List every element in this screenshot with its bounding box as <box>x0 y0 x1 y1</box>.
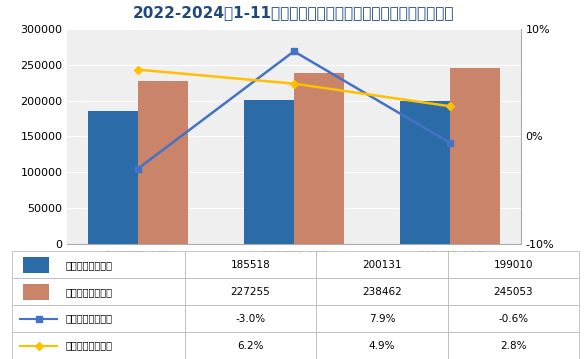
Bar <box>316 278 448 305</box>
Bar <box>138 81 188 244</box>
Text: 6.2%: 6.2% <box>238 341 264 350</box>
Bar <box>316 332 448 359</box>
Bar <box>448 332 579 359</box>
Bar <box>185 305 316 332</box>
Text: 245053: 245053 <box>494 287 534 297</box>
Text: 预算支出同比增速: 预算支出同比增速 <box>66 341 112 350</box>
Bar <box>23 257 49 273</box>
Bar <box>185 332 316 359</box>
Text: 238462: 238462 <box>362 287 402 297</box>
Text: -3.0%: -3.0% <box>235 314 266 323</box>
Text: 2.8%: 2.8% <box>500 341 526 350</box>
Text: 4.9%: 4.9% <box>369 341 395 350</box>
Bar <box>448 305 579 332</box>
Bar <box>12 278 185 305</box>
Text: 200131: 200131 <box>362 260 402 270</box>
Text: 199010: 199010 <box>494 260 533 270</box>
Bar <box>448 278 579 305</box>
Bar <box>244 101 294 244</box>
Bar <box>316 251 448 278</box>
Bar <box>448 251 579 278</box>
Bar <box>400 101 450 244</box>
Bar <box>316 305 448 332</box>
Text: -0.6%: -0.6% <box>498 314 528 323</box>
Text: 185518: 185518 <box>230 260 270 270</box>
Bar <box>450 68 500 244</box>
Bar <box>12 332 185 359</box>
Bar <box>23 284 49 300</box>
Text: 227255: 227255 <box>230 287 270 297</box>
Text: 7.9%: 7.9% <box>369 314 395 323</box>
Bar <box>12 251 185 278</box>
Bar <box>294 73 344 244</box>
Title: 2022-2024年1-11月我国财政预算收入支出及同比增速统计情况: 2022-2024年1-11月我国财政预算收入支出及同比增速统计情况 <box>133 6 455 20</box>
Text: 预算收入（亿元）: 预算收入（亿元） <box>66 260 112 270</box>
Text: 预算支出（亿元）: 预算支出（亿元） <box>66 287 112 297</box>
Bar <box>12 305 185 332</box>
Bar <box>185 278 316 305</box>
Bar <box>88 111 138 244</box>
Bar <box>185 251 316 278</box>
Text: 预算收入同比增速: 预算收入同比增速 <box>66 314 112 323</box>
